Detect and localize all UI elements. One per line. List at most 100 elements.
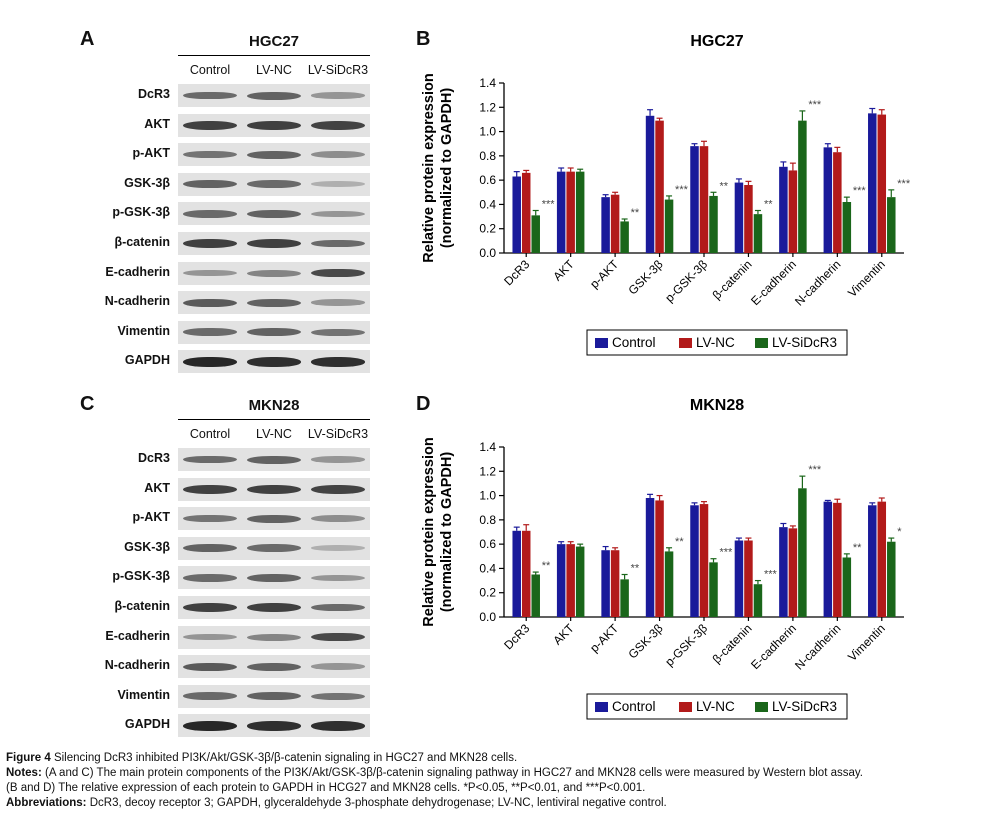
bar-b-1-0 <box>521 172 531 253</box>
x-tick-label-d: p-GSK-3β <box>662 621 710 669</box>
blot-band-c-7-0 <box>183 662 237 671</box>
bar-d-2-1 <box>575 546 585 617</box>
blot-band-a-0-0 <box>183 91 237 100</box>
lane-label-a-0: Control <box>189 63 231 77</box>
significance-d-2: ** <box>631 563 640 575</box>
legend-swatch-d-2 <box>755 702 768 712</box>
bar-d-1-0 <box>521 530 531 617</box>
caption-notes-2: (B and D) The relative expression of eac… <box>6 782 646 794</box>
blot-band-a-2-0 <box>183 150 237 159</box>
protein-label-a-5: β-catenin <box>114 235 170 249</box>
x-tick-label-b: AKT <box>550 257 577 284</box>
blot-band-c-1-1 <box>247 484 301 494</box>
blot-band-a-5-0 <box>183 239 237 248</box>
blot-band-c-9-0 <box>183 721 237 731</box>
chart-title-d: MKN28 <box>690 397 744 414</box>
blot-band-c-2-2 <box>311 515 365 523</box>
bar-b-2-3 <box>664 199 674 253</box>
blot-rule-c <box>178 419 370 420</box>
blot-band-a-9-0 <box>183 357 237 367</box>
blot-band-c-5-2 <box>311 603 365 612</box>
blot-band-a-6-2 <box>311 268 365 278</box>
blot-band-a-9-2 <box>311 357 365 367</box>
chart-title-b: HGC27 <box>690 33 743 50</box>
blot-band-c-0-0 <box>183 455 237 464</box>
legend-label-d-0: Control <box>612 699 656 714</box>
x-tick-label-d: DcR3 <box>501 621 532 652</box>
bar-b-1-8 <box>877 114 887 253</box>
legend-box-d <box>586 693 848 720</box>
bar-d-1-7 <box>833 502 842 617</box>
y-tick-label-d: 0.6 <box>479 537 496 551</box>
x-tick-label-b: GSK-3β <box>625 257 665 297</box>
significance-d-8: * <box>897 526 902 538</box>
protein-label-a-6: E-cadherin <box>105 264 170 279</box>
x-tick-label-d: p-AKT <box>587 621 621 655</box>
y-tick-label-b: 0.6 <box>479 173 496 187</box>
x-tick-label-b: DcR3 <box>501 257 532 288</box>
bar-b-2-7 <box>842 202 852 253</box>
caption-abbr-text: DcR3, decoy receptor 3; GAPDH, glycerald… <box>89 797 667 809</box>
significance-b-8: *** <box>897 178 911 190</box>
lane-label-a-2: LV-SiDcR3 <box>307 63 369 77</box>
bar-d-2-5 <box>753 584 763 617</box>
y-tick-label-b: 1.2 <box>479 100 496 114</box>
blot-band-c-7-2 <box>311 663 365 670</box>
bar-d-0-6 <box>779 527 788 617</box>
bar-d-0-1 <box>556 544 566 617</box>
protein-label-c-8: Vimentin <box>117 687 170 702</box>
bar-b-0-8 <box>868 113 877 253</box>
x-tick-label-b: E-cadherin <box>748 257 799 308</box>
bar-b-2-4 <box>709 195 718 253</box>
bar-d-1-1 <box>566 544 575 617</box>
blot-band-c-4-1 <box>247 573 301 582</box>
bar-d-0-8 <box>868 505 877 617</box>
bar-d-0-7 <box>823 501 833 617</box>
blot-band-a-9-1 <box>247 357 301 367</box>
blot-band-a-5-2 <box>311 239 365 248</box>
significance-b-7: *** <box>853 185 867 197</box>
legend-label-d-2: LV-SiDcR3 <box>772 699 837 714</box>
bar-chart-hgc27: HGC27 Relative protein expression (normali… <box>421 33 911 356</box>
blot-band-c-2-1 <box>247 514 301 523</box>
significance-d-3: ** <box>675 536 684 548</box>
bar-d-1-6 <box>788 528 798 617</box>
figure-caption: Figure 4 Silencing DcR3 inhibited PI3K/A… <box>6 751 991 811</box>
panel-letter-b: B <box>416 28 431 50</box>
bar-b-2-0 <box>531 215 540 253</box>
y-tick-label-d: 0.2 <box>479 586 496 600</box>
bar-b-1-6 <box>788 170 798 253</box>
caption-fig-text: Silencing DcR3 inhibited PI3K/Akt/GSK-3β… <box>53 752 518 764</box>
blot-rule-a <box>178 55 370 56</box>
x-tick-label-d: GSK-3β <box>625 621 665 661</box>
lane-label-c-0: Control <box>189 427 231 441</box>
bar-d-0-5 <box>734 540 744 617</box>
protein-label-c-6: E-cadherin <box>105 628 170 643</box>
y-axis-label-line1-d: Relative protein expression <box>421 437 437 626</box>
blot-band-c-3-1 <box>247 544 301 553</box>
legend-label-d-1: LV-NC <box>696 699 735 714</box>
significance-b-6: *** <box>808 99 822 111</box>
bar-d-0-4 <box>690 505 699 617</box>
legend-swatch-d-1 <box>679 702 692 712</box>
blot-band-c-8-1 <box>247 692 301 701</box>
blot-band-c-4-2 <box>311 574 365 582</box>
significance-d-4: *** <box>720 547 734 559</box>
caption-notes-1: (A and C) The main protein components of… <box>44 767 863 779</box>
blot-band-c-6-1 <box>247 633 301 641</box>
y-tick-label-d: 0.4 <box>479 561 496 575</box>
bar-b-1-1 <box>566 171 575 253</box>
bar-b-1-5 <box>744 185 753 253</box>
panel-letter-a: A <box>80 28 95 50</box>
protein-label-a-9: GAPDH <box>124 353 170 368</box>
x-tick-label-b: Vimentin <box>845 257 888 300</box>
protein-label-c-9: GAPDH <box>124 717 170 732</box>
blot-band-a-4-1 <box>247 209 301 218</box>
y-tick-label-d: 0.0 <box>479 610 496 624</box>
protein-label-a-2: p-AKT <box>132 146 171 161</box>
protein-label-a-7: N-cadherin <box>104 294 170 309</box>
bar-d-0-3 <box>645 498 655 617</box>
bar-b-2-2 <box>620 221 629 253</box>
bar-b-1-2 <box>610 194 620 253</box>
bar-d-1-4 <box>699 504 709 617</box>
